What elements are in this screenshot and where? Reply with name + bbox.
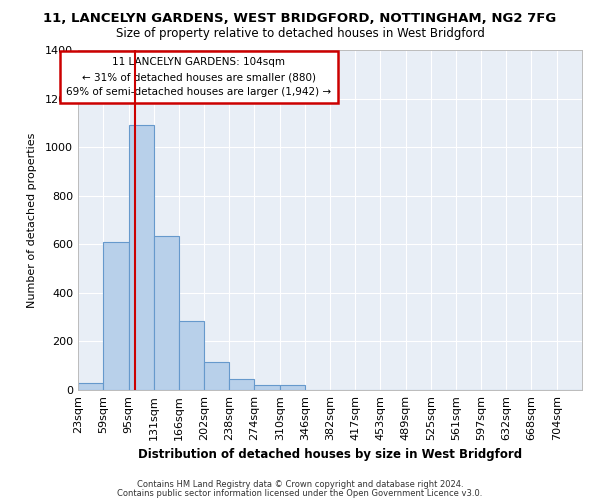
Bar bbox=[204, 362, 229, 390]
Text: Contains HM Land Registry data © Crown copyright and database right 2024.: Contains HM Land Registry data © Crown c… bbox=[137, 480, 463, 489]
Text: Contains public sector information licensed under the Open Government Licence v3: Contains public sector information licen… bbox=[118, 488, 482, 498]
Bar bbox=[78, 382, 103, 390]
Bar bbox=[128, 126, 154, 390]
Bar bbox=[229, 379, 254, 390]
Text: 11, LANCELYN GARDENS, WEST BRIDGFORD, NOTTINGHAM, NG2 7FG: 11, LANCELYN GARDENS, WEST BRIDGFORD, NO… bbox=[43, 12, 557, 26]
Bar bbox=[280, 385, 305, 390]
Text: Size of property relative to detached houses in West Bridgford: Size of property relative to detached ho… bbox=[116, 28, 484, 40]
Text: 11 LANCELYN GARDENS: 104sqm
← 31% of detached houses are smaller (880)
69% of se: 11 LANCELYN GARDENS: 104sqm ← 31% of det… bbox=[67, 58, 331, 97]
Bar bbox=[154, 236, 179, 390]
X-axis label: Distribution of detached houses by size in West Bridgford: Distribution of detached houses by size … bbox=[138, 448, 522, 462]
Bar bbox=[103, 242, 128, 390]
Bar bbox=[254, 385, 280, 390]
Bar bbox=[179, 321, 204, 390]
Y-axis label: Number of detached properties: Number of detached properties bbox=[26, 132, 37, 308]
